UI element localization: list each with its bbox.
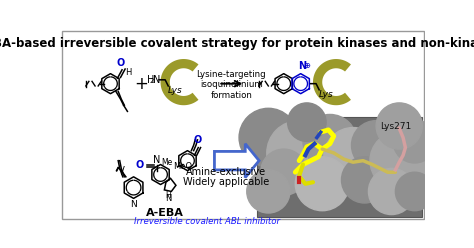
Text: MeO: MeO	[173, 162, 193, 171]
Bar	[257, 117, 422, 217]
Text: Irreversible covalent ABL inhibitor: Irreversible covalent ABL inhibitor	[134, 217, 280, 226]
Text: Amine-exclusive: Amine-exclusive	[186, 167, 266, 177]
Text: +: +	[134, 75, 148, 93]
Text: Widely applicable: Widely applicable	[183, 177, 269, 187]
Polygon shape	[161, 59, 199, 105]
Text: /: /	[121, 166, 125, 176]
Text: EBA-based irreversible covalent strategy for protein kinases and non-kinases: EBA-based irreversible covalent strategy…	[0, 37, 474, 50]
Text: O: O	[117, 58, 125, 68]
Circle shape	[341, 157, 388, 203]
Circle shape	[376, 103, 422, 149]
Text: O: O	[136, 160, 144, 170]
Text: N: N	[298, 61, 306, 71]
Text: H: H	[125, 68, 131, 77]
Text: Lys: Lys	[319, 90, 334, 99]
Text: N: N	[165, 194, 172, 203]
Text: Me: Me	[161, 158, 173, 167]
Circle shape	[288, 103, 326, 141]
Circle shape	[267, 121, 331, 185]
Circle shape	[303, 115, 357, 168]
Circle shape	[247, 170, 290, 213]
Text: Lys271: Lys271	[380, 122, 411, 131]
Polygon shape	[313, 59, 351, 105]
Text: N: N	[153, 75, 160, 85]
Text: Lys: Lys	[168, 86, 183, 95]
Text: 2: 2	[150, 78, 154, 84]
Text: O: O	[193, 135, 201, 145]
Text: N: N	[153, 155, 160, 165]
Text: H: H	[146, 75, 154, 85]
Text: N: N	[130, 200, 137, 209]
Text: A-EBA: A-EBA	[146, 208, 183, 218]
Circle shape	[368, 168, 415, 215]
Text: H: H	[165, 191, 171, 200]
Circle shape	[261, 149, 307, 195]
Polygon shape	[214, 144, 259, 178]
Circle shape	[395, 172, 434, 211]
Text: ⊕: ⊕	[303, 61, 310, 70]
Text: Lysine-targeting
isoquinolinium
formation: Lysine-targeting isoquinolinium formatio…	[197, 70, 266, 100]
Circle shape	[370, 131, 428, 190]
Circle shape	[324, 127, 383, 186]
Circle shape	[352, 121, 401, 170]
Circle shape	[239, 108, 298, 167]
Circle shape	[295, 157, 349, 211]
Circle shape	[393, 120, 436, 163]
